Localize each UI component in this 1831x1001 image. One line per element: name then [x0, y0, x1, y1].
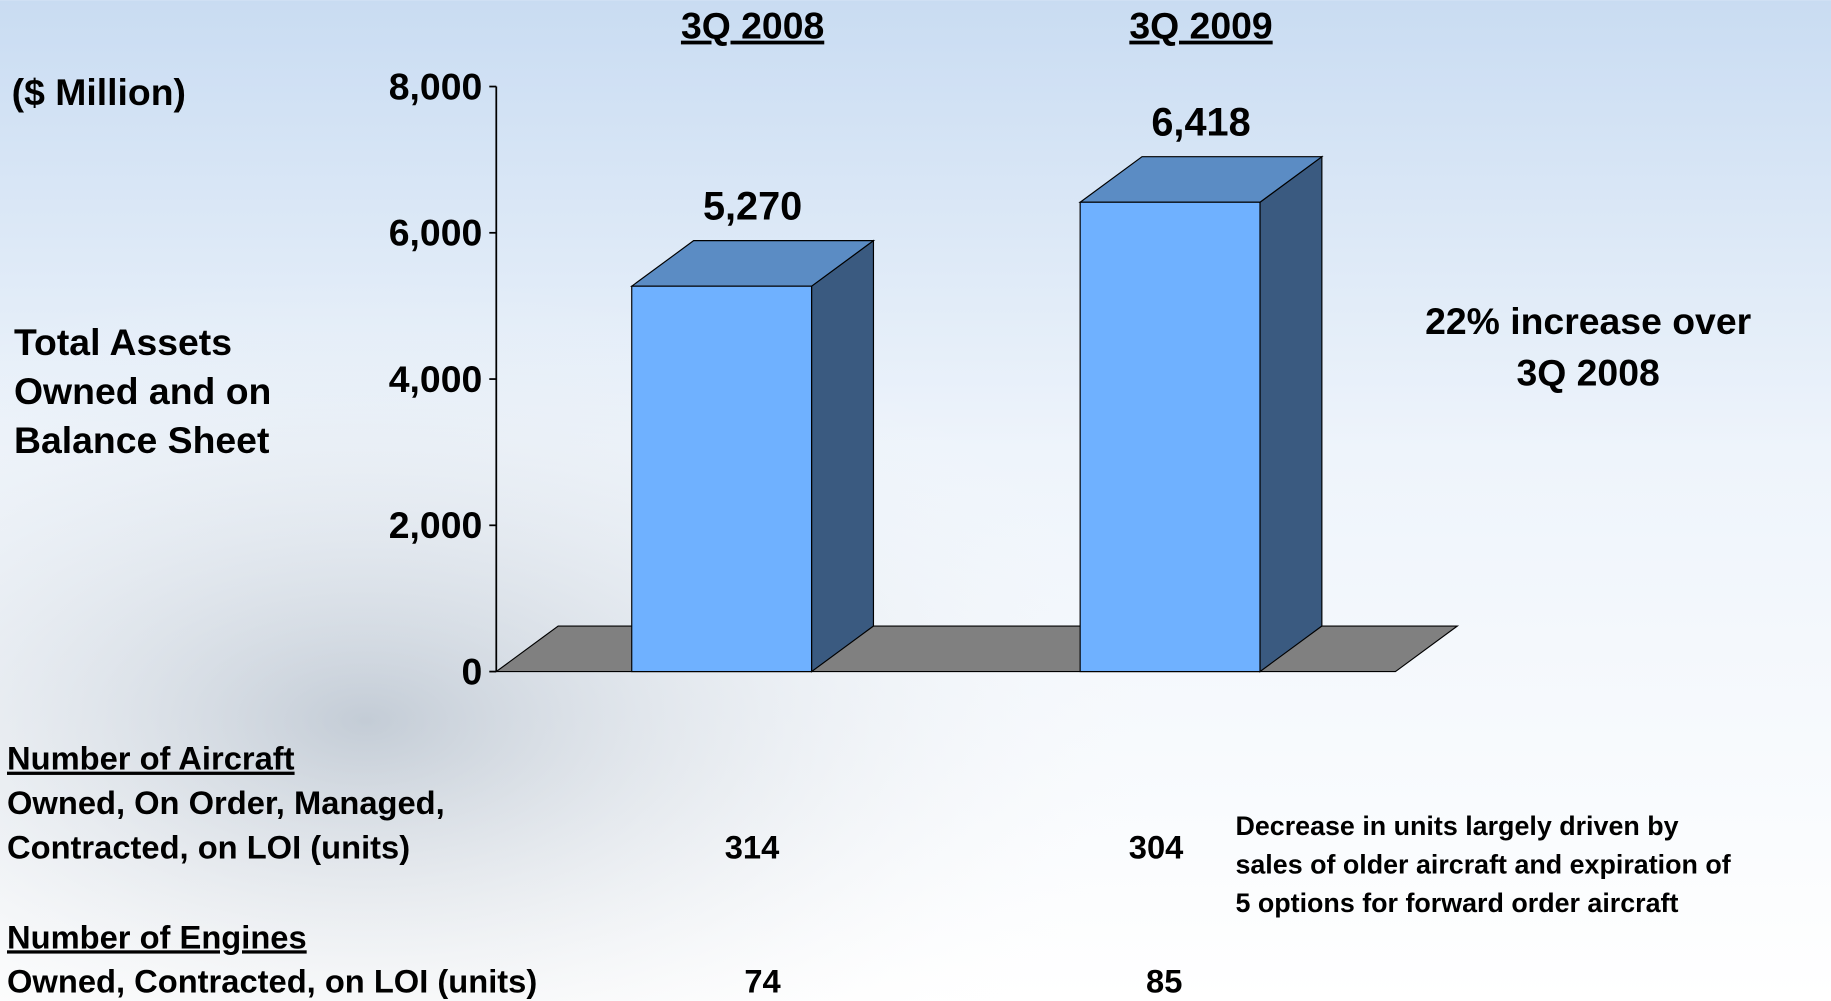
row-value: 85	[1146, 963, 1182, 1000]
annotation: Total Assets	[14, 321, 232, 363]
y-tick-label: 2,000	[389, 504, 483, 546]
y-tick-label: 8,000	[389, 65, 483, 107]
row-value: 314	[725, 828, 780, 865]
bar	[1079, 201, 1261, 673]
bar	[631, 285, 813, 673]
annotation: Owned and on	[14, 370, 271, 412]
row-note: sales of older aircraft and expiration o…	[1235, 850, 1730, 880]
value-label: 6,418	[1151, 101, 1250, 145]
row-heading: Number of Aircraft	[7, 740, 295, 777]
row-note: Decrease in units largely driven by	[1235, 811, 1678, 841]
y-tick-label: 0	[461, 650, 482, 692]
row-label: Contracted, on LOI (units)	[7, 828, 410, 865]
row-heading: Number of Engines	[7, 918, 307, 955]
row-note: 5 options for forward order aircraft	[1235, 888, 1678, 918]
annotation: 3Q 2008	[1516, 351, 1659, 393]
category-label: 3Q 2008	[681, 5, 824, 47]
row-value: 304	[1129, 828, 1184, 865]
row-value: 74	[744, 963, 780, 1000]
y-axis-label: ($ Million)	[12, 71, 186, 113]
bar-side	[810, 239, 875, 673]
annotation: Balance Sheet	[14, 419, 269, 461]
category-label: 3Q 2009	[1129, 5, 1272, 47]
y-tick-label: 4,000	[389, 358, 483, 400]
row-label: Owned, Contracted, on LOI (units)	[7, 963, 537, 1000]
row-label: Owned, On Order, Managed,	[7, 784, 445, 821]
value-label: 5,270	[703, 185, 802, 229]
annotation: 22% increase over	[1425, 300, 1751, 342]
bar-side	[1259, 155, 1323, 673]
y-tick-label: 6,000	[389, 212, 483, 254]
